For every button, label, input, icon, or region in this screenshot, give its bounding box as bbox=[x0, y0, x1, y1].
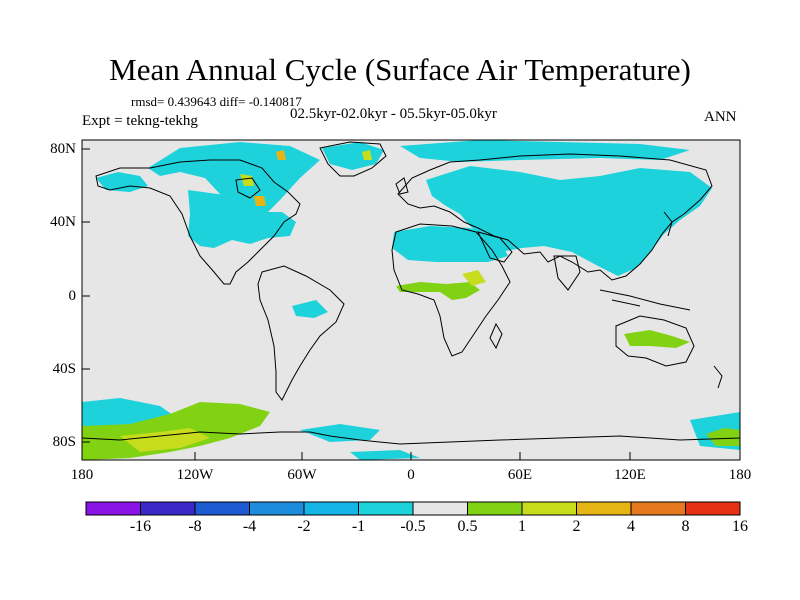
lat-label-0: 0 bbox=[68, 288, 77, 304]
colorbar-box-5 bbox=[304, 502, 359, 515]
cool-anomaly-arctic-canada bbox=[148, 142, 320, 215]
coast-indonesia bbox=[599, 289, 691, 311]
coast-hudson-bay bbox=[235, 177, 261, 199]
colorbar-label: -4 bbox=[242, 518, 257, 535]
lon-label-0: 0 bbox=[407, 467, 415, 483]
cool-anomaly-south-atlantic bbox=[292, 300, 328, 318]
cool-anomaly-north-america bbox=[188, 190, 296, 248]
colorbar-box-2 bbox=[140, 502, 195, 515]
colorbar-label: 2 bbox=[572, 518, 581, 535]
period-subtitle: 02.5kyr-02.0kyr - 05.5kyr-05.0kyr bbox=[290, 106, 497, 122]
colorbar-label: 1 bbox=[518, 518, 526, 535]
cool-anomaly-greenland bbox=[322, 142, 384, 170]
coast-india bbox=[553, 255, 581, 291]
coast-europe-asia bbox=[397, 153, 713, 281]
warm-anomaly-antarctica-east bbox=[706, 428, 740, 446]
colorbar-box-8 bbox=[467, 502, 522, 515]
coast-japan bbox=[663, 211, 673, 237]
colorbar-box-11 bbox=[631, 502, 686, 515]
lat-label-40n: 40N bbox=[50, 214, 76, 230]
lon-label-120e: 120E bbox=[614, 467, 646, 483]
colorbar-label: 0.5 bbox=[457, 518, 478, 535]
colorbar-box-4 bbox=[249, 502, 304, 515]
warm-anomaly-hudson-bay bbox=[240, 174, 254, 186]
warm-anomaly-canada-lake bbox=[254, 196, 266, 206]
coast-uk bbox=[395, 177, 409, 195]
colorbar-label: -0.5 bbox=[400, 518, 426, 535]
rmsd-diff-stats: rmsd= 0.439643 diff= -0.140817 bbox=[131, 94, 302, 109]
coast-north-america bbox=[95, 159, 301, 285]
colorbar-box-7 bbox=[413, 502, 468, 515]
coast-new-zealand bbox=[713, 365, 723, 389]
lat-label-80n: 80N bbox=[50, 141, 76, 157]
warm-anomaly-canada-arctic bbox=[276, 150, 286, 160]
colorbar-label: -16 bbox=[129, 518, 152, 535]
coastlines bbox=[82, 141, 740, 445]
lon-label-120w: 120W bbox=[176, 467, 214, 483]
warm-anomaly-greenland-edge bbox=[362, 150, 372, 160]
colorbar-box-9 bbox=[522, 502, 577, 515]
coast-greenland bbox=[319, 141, 387, 177]
colorbar-label: -2 bbox=[297, 518, 311, 535]
colorbar-label: 16 bbox=[732, 518, 748, 535]
colorbar bbox=[85, 501, 741, 516]
coast-australia bbox=[615, 315, 695, 367]
coast-africa bbox=[391, 223, 511, 357]
cool-anomaly-weddell bbox=[350, 450, 420, 460]
lon-label-60w: 60W bbox=[287, 467, 317, 483]
coast-antarctica bbox=[82, 431, 740, 445]
warm-anomaly-australia bbox=[624, 330, 690, 348]
lat-label-80s: 80S bbox=[52, 434, 76, 450]
colorbar-label: -1 bbox=[351, 518, 366, 535]
coast-arabia bbox=[477, 231, 513, 263]
season-label: ANN bbox=[704, 109, 737, 125]
lat-label-40s: 40S bbox=[52, 361, 76, 377]
lon-label-180w: 180 bbox=[70, 467, 94, 483]
warm-anomaly-east-africa bbox=[462, 270, 486, 286]
colorbar-box-3 bbox=[195, 502, 250, 515]
coast-madagascar bbox=[489, 322, 503, 350]
colorbar-label: -8 bbox=[188, 518, 202, 535]
experiment-label: Expt = tekng-tekhg bbox=[82, 113, 198, 129]
coast-south-america bbox=[257, 265, 345, 401]
colorbar-box-6 bbox=[358, 502, 413, 515]
lon-label-180e: 180 bbox=[728, 467, 752, 483]
cool-anomaly-arctic-ocean bbox=[400, 140, 690, 162]
lon-label-60e: 60E bbox=[507, 467, 533, 483]
cool-anomaly-antarctic bbox=[300, 424, 380, 442]
colorbar-box-1 bbox=[86, 502, 141, 515]
colorbar-box-12 bbox=[685, 502, 740, 515]
warm-anomaly-sahel bbox=[396, 282, 480, 300]
colorbar-label: 8 bbox=[681, 518, 690, 535]
colorbar-box-10 bbox=[576, 502, 631, 515]
colorbar-label: 4 bbox=[627, 518, 635, 535]
warm-anomaly-antarctica-west-inner bbox=[120, 428, 210, 452]
chart-title: Mean Annual Cycle (Surface Air Temperatu… bbox=[109, 52, 691, 87]
axis-ticks bbox=[82, 148, 631, 460]
